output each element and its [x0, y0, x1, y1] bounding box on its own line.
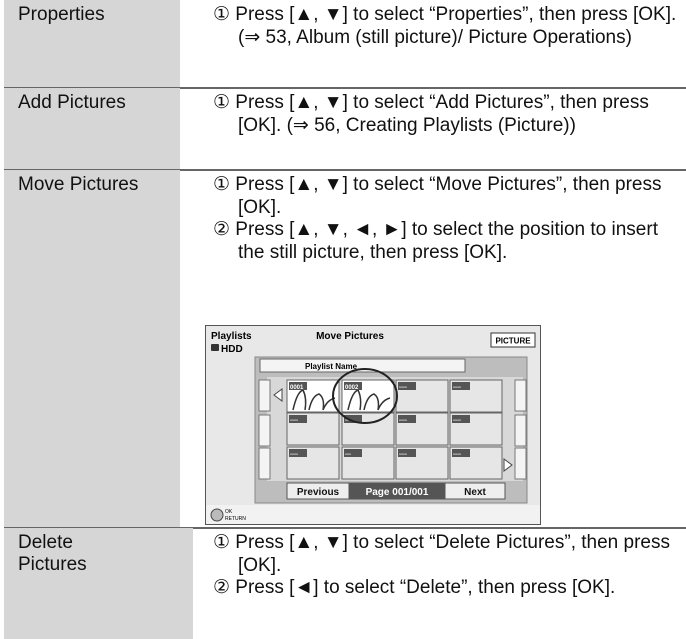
row-steps: ① Press [▲, ▼] to select “Properties”, t…: [194, 0, 686, 49]
scroll-panel: [514, 379, 527, 412]
key-ok: OK: [225, 509, 233, 515]
nav-button: [444, 482, 506, 500]
tile-label: ----: [453, 418, 461, 424]
row-steps: ① Press [▲, ▼] to select “Add Pictures”,…: [194, 88, 686, 137]
step: ① Press [▲, ▼] to select “Move Pictures”…: [213, 174, 662, 218]
tile-tag: [344, 449, 362, 457]
scroll-panel: [258, 447, 271, 480]
badge: PICTURE: [495, 337, 531, 346]
tile-label: ----: [399, 385, 407, 391]
scroll-panel: [514, 414, 527, 447]
nav-label: Page 001/001: [366, 487, 429, 498]
nav-label: Next: [464, 487, 486, 498]
badge-box: [490, 332, 536, 348]
row-label: Add Pictures: [4, 88, 180, 169]
screen-title: Playlists: [211, 331, 252, 342]
row-label: Delete Pictures: [4, 528, 193, 639]
screen: Playlists HDD Move Pictures PICTURE Playlist…: [205, 325, 541, 525]
tile-tag: [344, 382, 362, 390]
key-return: RETURN: [225, 516, 246, 522]
tile-label: ---: [345, 452, 351, 458]
name-bar: [259, 358, 466, 373]
tile-tag: [344, 415, 362, 423]
tile-label: ----: [453, 452, 461, 458]
tile-label: ---: [345, 418, 351, 424]
tile-tag: [452, 415, 470, 423]
drive: HDD: [221, 344, 243, 355]
row-steps: ① Press [▲, ▼] to select “Move Pictures”…: [194, 170, 686, 264]
tile-label: ----: [399, 452, 407, 458]
tile-label: ----: [399, 418, 407, 424]
tile-tag: [289, 382, 307, 390]
row-label: Properties: [4, 0, 180, 87]
left-arrow: [273, 388, 283, 402]
tile-tag: [289, 449, 307, 457]
step: ① Press [▲, ▼] to select “Properties”, t…: [213, 4, 677, 48]
footer: [206, 505, 540, 524]
tile-tag: [452, 382, 470, 390]
column-label: Playlist Name: [305, 362, 358, 371]
nav-label: Previous: [297, 487, 340, 498]
right-arrow: [503, 458, 513, 472]
separator: [4, 527, 686, 529]
tile-label: ----: [290, 418, 298, 424]
tile-tag: [289, 415, 307, 423]
screen-heading: Move Pictures: [316, 331, 384, 342]
tile-tag: [398, 449, 416, 457]
step: ② Press [▲, ▼, ◄, ►] to select the posit…: [213, 219, 658, 263]
separator: [4, 87, 686, 89]
step: ① Press [▲, ▼] to select “Add Pictures”,…: [213, 92, 649, 136]
row-label: Move Pictures: [4, 170, 180, 527]
row-steps: ① Press [▲, ▼] to select “Delete Picture…: [194, 528, 686, 600]
key-icon: [210, 508, 224, 522]
tile-label: ----: [290, 452, 298, 458]
step: ② Press [◄] to select “Delete”, then pre…: [213, 577, 616, 598]
scroll-panel: [258, 379, 271, 412]
hdd-icon: [211, 344, 219, 351]
tile-label: 0002: [345, 385, 359, 391]
tile-tag: [398, 382, 416, 390]
tile-tag: [452, 449, 470, 457]
tile-label: 0001: [290, 385, 304, 391]
scroll-panel: [514, 447, 527, 480]
separator: [4, 169, 686, 171]
tile-label: ----: [453, 385, 461, 391]
scroll-panel: [258, 414, 271, 447]
step: ① Press [▲, ▼] to select “Delete Picture…: [213, 532, 670, 576]
tile-tag: [398, 415, 416, 423]
focus-circle: [332, 368, 398, 424]
